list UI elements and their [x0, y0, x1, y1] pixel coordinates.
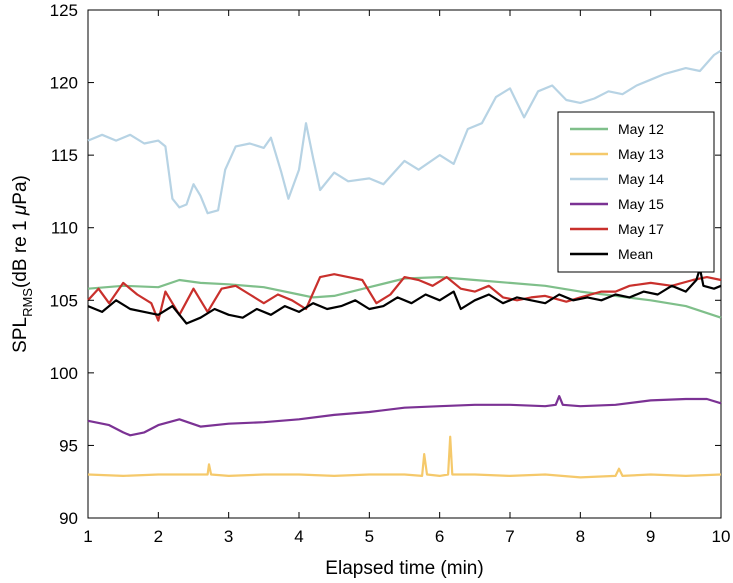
legend-item-label: May 12: [618, 121, 664, 137]
y-tick-label: 105: [50, 291, 78, 310]
legend-item-label: May 13: [618, 146, 664, 162]
y-tick-label: 95: [59, 436, 78, 455]
series-line-may-12: [87, 276, 722, 319]
y-tick-label: 110: [51, 219, 78, 238]
y-axis-label-unit-prefix: (dB re 1: [10, 215, 31, 288]
legend-item-label: Mean: [618, 246, 653, 262]
series-layer: [87, 49, 722, 479]
plot-area: [87, 9, 722, 519]
y-axis-label-main: SPL: [10, 317, 31, 353]
y-axis-label-subscript: RMS: [20, 288, 35, 317]
legend: May 12 May 13 May 14 May 15 May 17 Mean: [557, 111, 715, 273]
x-tick-label: 5: [365, 527, 374, 546]
x-tick-label: 10: [712, 527, 731, 546]
x-tick-label: 7: [505, 527, 514, 546]
y-tick-label: 125: [50, 1, 78, 20]
legend-box: [557, 111, 715, 273]
x-tick-label: 9: [646, 527, 655, 546]
plot-frame: [87, 9, 722, 519]
series-line-may-17: [87, 273, 722, 322]
y-tick-label: 120: [50, 74, 78, 93]
series-line-may-15: [87, 395, 722, 437]
series-line-mean: [87, 267, 722, 325]
x-tick-label: 3: [224, 527, 233, 546]
legend-item-label: May 15: [618, 196, 664, 212]
y-axis: 90 95 100 105 110 115 120 125: [50, 1, 721, 528]
y-tick-label: 100: [50, 364, 78, 383]
y-tick-label: 90: [59, 509, 78, 528]
y-axis-label-unit-symbol: μ: [10, 204, 31, 216]
x-tick-label: 4: [294, 527, 303, 546]
y-axis-label-unit-suffix: Pa): [10, 175, 31, 205]
y-axis-label: SPLRMS(dB re 1 μPa): [10, 175, 35, 353]
x-tick-label: 2: [154, 527, 163, 546]
legend-item-label: May 17: [618, 221, 664, 237]
series-line-may-14: [87, 49, 722, 215]
y-tick-label: 115: [51, 146, 78, 165]
legend-item-label: May 14: [618, 171, 664, 187]
x-tick-label: 6: [435, 527, 444, 546]
series-line-may-13: [87, 435, 722, 479]
x-tick-label: 8: [576, 527, 585, 546]
x-axis: 1 2 3 4 5 6 7 8 9 10: [83, 10, 730, 546]
x-tick-label: 1: [83, 527, 92, 546]
x-axis-label: Elapsed time (min): [325, 558, 483, 579]
